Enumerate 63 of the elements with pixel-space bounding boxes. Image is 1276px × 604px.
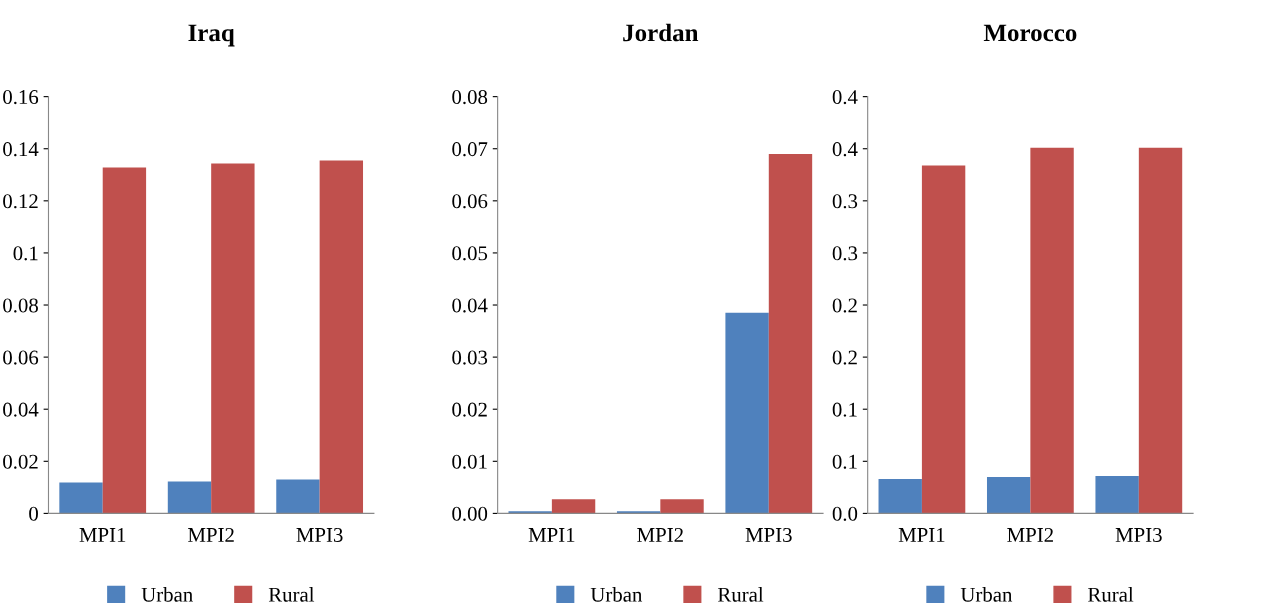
bar (59, 482, 103, 514)
legend-label: Urban (141, 587, 193, 602)
bar (725, 312, 769, 514)
bar (551, 499, 596, 514)
bar (878, 479, 922, 514)
chart-title: Iraq (188, 24, 235, 47)
y-tick-label: 0.14 (3, 142, 39, 157)
legend-label: Urban (590, 587, 643, 602)
x-tick-label: MPI1 (528, 527, 575, 542)
y-tick-label: 0.04 (3, 402, 39, 417)
chart-title: Jordan (623, 23, 699, 42)
bar (319, 160, 364, 514)
y-tick-label: 0.02 (3, 454, 38, 469)
x-tick-label: MPI2 (637, 527, 683, 542)
y-tick-label: 0.12 (3, 194, 38, 209)
y-tick-label: 0.00 (452, 506, 488, 521)
y-tick-label: 0.4 (832, 142, 858, 157)
bar (616, 511, 661, 514)
y-tick-label: 0.08 (452, 90, 488, 105)
legend-label: Rural (717, 587, 764, 602)
y-tick-label: 0 (29, 506, 38, 521)
y-tick-label: 0.04 (452, 298, 488, 313)
bar (1138, 147, 1183, 514)
y-tick-label: 0.1 (13, 246, 38, 261)
legend-label: Rural (268, 587, 315, 602)
legend-label: Rural (1088, 587, 1134, 602)
y-tick-label: 0.02 (452, 402, 487, 417)
bar (102, 167, 147, 514)
y-tick-label: 0.3 (832, 246, 858, 261)
bar (167, 481, 212, 514)
y-tick-label: 0.03 (452, 350, 488, 365)
y-tick-label: 0.05 (452, 246, 488, 261)
y-tick-label: 0.2 (832, 298, 857, 313)
y-tick-label: 0.0 (832, 506, 858, 521)
y-tick-label: 0.2 (832, 350, 857, 365)
bar (986, 476, 1031, 514)
bar (508, 511, 552, 514)
y-tick-label: 0.01 (452, 454, 487, 469)
y-tick-label: 0.06 (3, 350, 39, 365)
y-tick-label: 0.07 (452, 142, 488, 157)
y-tick-label: 0.1 (832, 454, 857, 469)
bar (768, 153, 813, 514)
x-tick-label: MPI1 (898, 527, 945, 542)
y-tick-label: 0.4 (832, 90, 858, 105)
y-tick-label: 0.1 (832, 402, 857, 417)
x-tick-label: MPI2 (188, 527, 234, 542)
y-tick-label: 0.3 (832, 194, 858, 209)
chart-title: Morocco (983, 24, 1077, 42)
bar (1030, 147, 1074, 514)
legend-label: Urban (960, 587, 1013, 602)
x-tick-label: MPI1 (79, 527, 126, 542)
x-tick-label: MPI3 (1115, 527, 1162, 542)
bar (921, 165, 966, 514)
y-tick-label: 0.06 (452, 194, 488, 209)
bar (276, 479, 320, 514)
x-tick-label: MPI2 (1007, 527, 1053, 542)
x-tick-label: MPI3 (296, 527, 343, 542)
bar (1095, 475, 1139, 514)
bar (211, 163, 255, 514)
bar (660, 499, 704, 514)
y-tick-label: 0.16 (3, 90, 39, 105)
y-tick-label: 0.08 (3, 298, 38, 313)
x-tick-label: MPI3 (745, 527, 792, 542)
